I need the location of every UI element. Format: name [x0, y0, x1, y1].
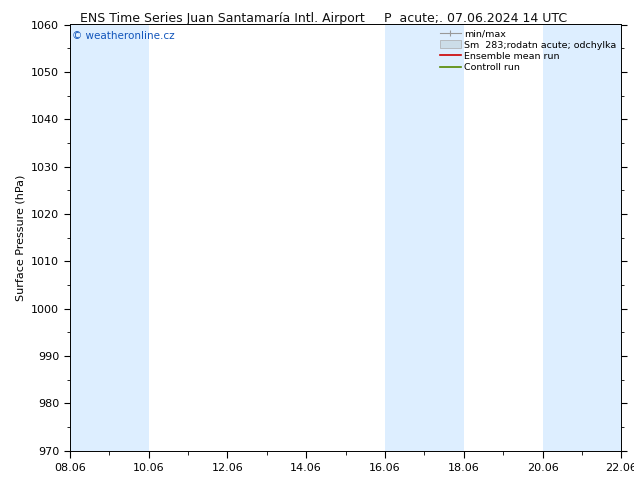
Y-axis label: Surface Pressure (hPa): Surface Pressure (hPa) — [16, 174, 25, 301]
Bar — [385, 24, 463, 451]
Text: © weatheronline.cz: © weatheronline.cz — [72, 31, 175, 41]
Legend: min/max, Sm  283;rodatn acute; odchylka, Ensemble mean run, Controll run: min/max, Sm 283;rodatn acute; odchylka, … — [438, 27, 619, 74]
Bar — [543, 24, 621, 451]
Text: P  acute;. 07.06.2024 14 UTC: P acute;. 07.06.2024 14 UTC — [384, 12, 567, 25]
Text: ENS Time Series Juan Santamaría Intl. Airport: ENS Time Series Juan Santamaría Intl. Ai… — [79, 12, 365, 25]
Bar — [70, 24, 148, 451]
